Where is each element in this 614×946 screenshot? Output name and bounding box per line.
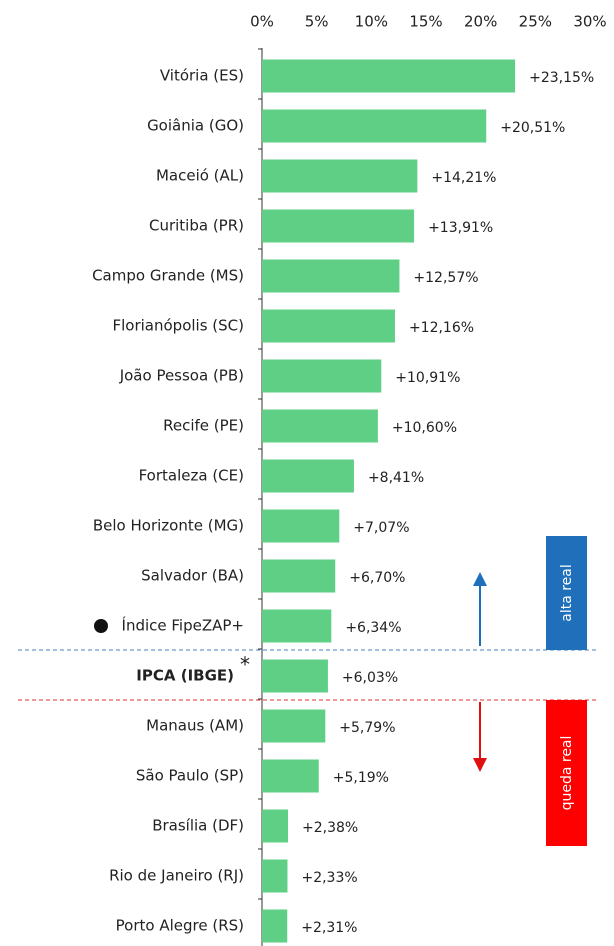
below-label: queda real — [559, 736, 575, 811]
category-label: Goiânia (GO) — [147, 117, 244, 135]
value-label: +8,41% — [368, 470, 424, 486]
bar — [262, 409, 378, 443]
x-tick-label: 5% — [305, 13, 329, 31]
value-label: +6,03% — [342, 670, 398, 686]
below-box — [546, 700, 587, 846]
bar — [262, 759, 319, 793]
bar — [262, 509, 340, 543]
category-label: IPCA (IBGE) — [136, 667, 234, 685]
category-label: Rio de Janeiro (RJ) — [109, 867, 244, 885]
above-box — [546, 536, 587, 650]
value-label: +23,15% — [529, 70, 594, 86]
category-label: Manaus (AM) — [146, 717, 244, 735]
asterisk: * — [240, 653, 250, 677]
category-label: Curitiba (PR) — [149, 217, 244, 235]
value-label: +14,21% — [431, 170, 496, 186]
category-label: Recife (PE) — [163, 417, 244, 435]
value-label: +12,57% — [413, 270, 478, 286]
category-label: São Paulo (SP) — [136, 767, 244, 785]
bar — [262, 909, 288, 943]
bar — [262, 309, 395, 343]
category-label: Vitória (ES) — [160, 67, 244, 85]
bar — [262, 659, 328, 693]
bar — [262, 459, 354, 493]
category-label: Brasília (DF) — [152, 817, 244, 835]
value-label: +2,31% — [301, 920, 357, 936]
x-tick-label: 10% — [355, 13, 388, 31]
value-label: +6,70% — [349, 570, 405, 586]
bar — [262, 559, 336, 593]
category-label: Índice FipeZAP+ — [122, 616, 244, 635]
index-dot — [94, 619, 108, 633]
category-label: João Pessoa (PB) — [119, 367, 244, 385]
category-label: Campo Grande (MS) — [92, 267, 244, 285]
category-label: Salvador (BA) — [141, 567, 244, 585]
category-label: Maceió (AL) — [156, 167, 244, 185]
bar — [262, 209, 415, 243]
bar — [262, 809, 289, 843]
value-label: +10,60% — [392, 420, 457, 436]
category-label: Porto Alegre (RS) — [116, 917, 244, 935]
arrow-down-head — [473, 758, 487, 772]
value-label: +10,91% — [395, 370, 460, 386]
category-label: Florianópolis (SC) — [113, 317, 245, 335]
bar — [262, 859, 288, 893]
bar — [262, 259, 400, 293]
bar — [262, 609, 332, 643]
x-tick-label: 30% — [573, 13, 606, 31]
bar — [262, 59, 516, 93]
category-label: Belo Horizonte (MG) — [93, 517, 244, 535]
bar — [262, 159, 418, 193]
x-tick-label: 0% — [250, 13, 274, 31]
value-label: +2,33% — [301, 870, 357, 886]
arrow-up-head — [473, 572, 487, 586]
category-label: Fortaleza (CE) — [139, 467, 244, 485]
value-label: +13,91% — [428, 220, 493, 236]
x-tick-label: 20% — [464, 13, 497, 31]
value-label: +7,07% — [353, 520, 409, 536]
value-label: +5,79% — [339, 720, 395, 736]
bar — [262, 359, 382, 393]
value-label: +6,34% — [345, 620, 401, 636]
x-tick-label: 15% — [409, 13, 442, 31]
x-tick-label: 25% — [519, 13, 552, 31]
above-label: alta real — [559, 564, 575, 622]
value-label: +2,38% — [302, 820, 358, 836]
value-label: +5,19% — [333, 770, 389, 786]
bar — [262, 709, 326, 743]
bar — [262, 109, 487, 143]
value-label: +12,16% — [409, 320, 474, 336]
value-label: +20,51% — [500, 120, 565, 136]
